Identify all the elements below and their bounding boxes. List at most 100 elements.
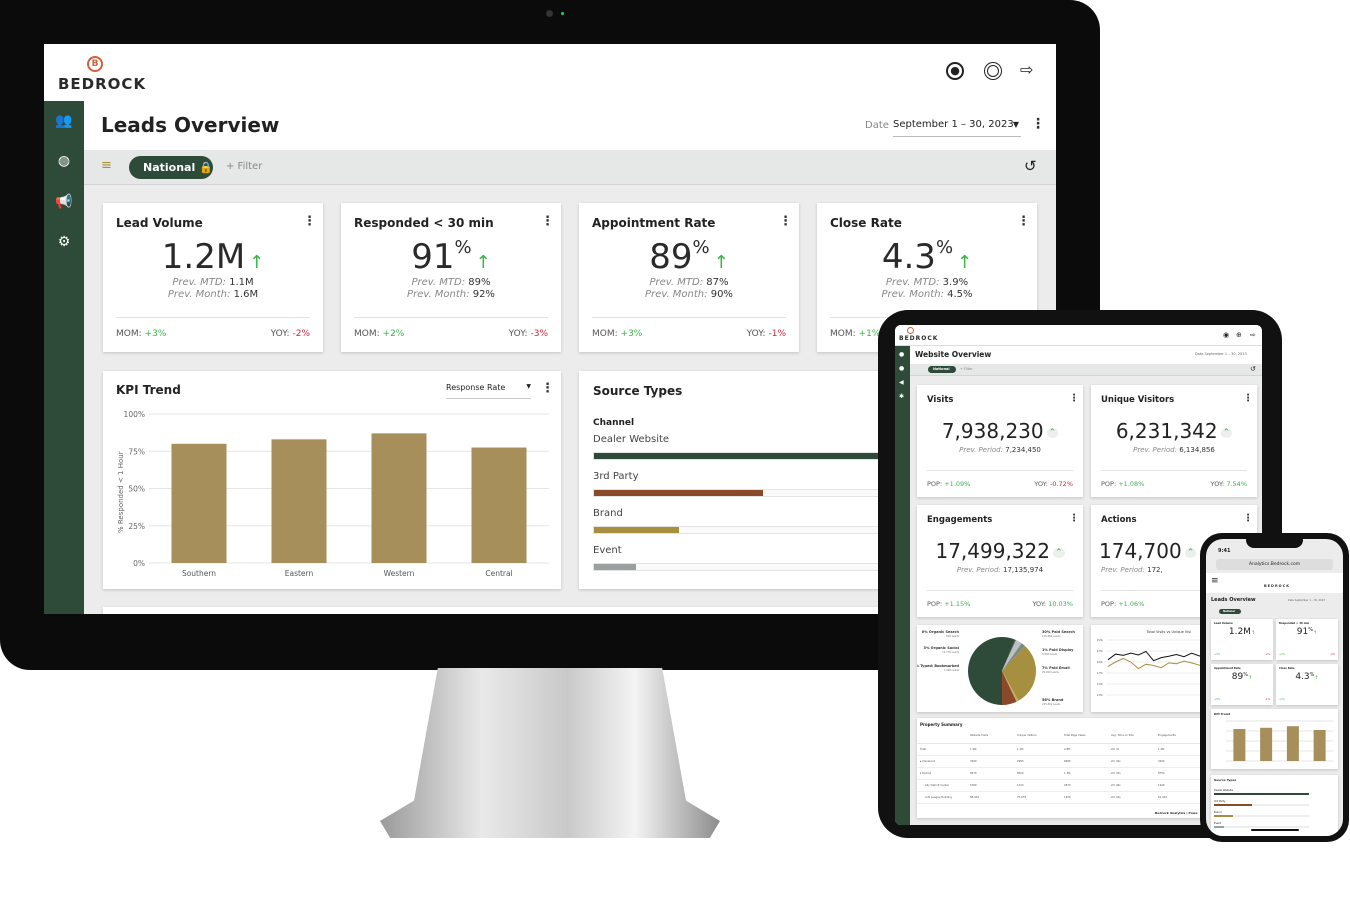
- table-cell: 75,678: [1017, 796, 1027, 799]
- gear-icon[interactable]: ✱: [899, 393, 905, 400]
- bar-central[interactable]: [1313, 730, 1326, 761]
- pie-slice[interactable]: [1002, 640, 1022, 671]
- filter-icon[interactable]: ≡: [101, 158, 112, 173]
- more-options-icon[interactable]: ⋮: [541, 381, 554, 396]
- brand-logo[interactable]: BEDROCK: [1264, 584, 1290, 588]
- kpi-trend-title: KPI Trend: [1214, 712, 1231, 716]
- add-filter-button[interactable]: + Filter: [226, 161, 263, 172]
- kpi-trend-title: KPI Trend: [116, 383, 181, 397]
- more-options-icon[interactable]: ⋮: [303, 214, 316, 229]
- more-options-icon[interactable]: ⋮: [1243, 513, 1253, 524]
- date-range-select[interactable]: Date September 1 – 30, 2023: [1288, 599, 1325, 602]
- divider: [116, 317, 310, 318]
- table-cell: Total: [920, 748, 927, 751]
- bar-eastern[interactable]: [1260, 727, 1273, 761]
- national-filter-chip[interactable]: National: [1219, 609, 1241, 614]
- date-value: September 1 – 30, 2023: [893, 119, 1014, 130]
- user-circle-icon[interactable]: ◉: [1223, 331, 1230, 339]
- brand-logo[interactable]: BEDROCK: [899, 335, 939, 342]
- bar-southern[interactable]: [171, 443, 227, 563]
- more-options-icon[interactable]: ⋮: [1069, 513, 1079, 524]
- sign-out-icon[interactable]: ⇨: [1250, 331, 1256, 339]
- pie-label: 1% Paid Display: [1042, 648, 1074, 652]
- more-options-icon[interactable]: ⋮: [541, 214, 554, 229]
- users-icon[interactable]: 👥: [55, 113, 73, 129]
- kpi-title: Responded < 30 min: [1279, 622, 1310, 625]
- pie-slice[interactable]: [1002, 645, 1036, 701]
- x-tick-label: Central: [485, 569, 512, 578]
- table-header-row: Website Visits Unique Visitors Total Page …: [917, 732, 1262, 744]
- bar-central[interactable]: [471, 447, 527, 563]
- date-range-select[interactable]: September 1 – 30, 2023 ▼: [893, 115, 1021, 137]
- reset-icon[interactable]: ↺: [1250, 365, 1256, 373]
- megaphone-icon[interactable]: 📢: [55, 194, 73, 210]
- table-row[interactable]: ▸ Cleveland 340K 298K 668K 2m 30s 325K: [917, 756, 1262, 768]
- pie-sublabel: 7,448 Leads: [944, 668, 960, 672]
- add-filter-button[interactable]: + Filter: [960, 367, 973, 371]
- caret-down-icon: ▼: [1012, 120, 1019, 129]
- national-filter-chip[interactable]: National: [928, 366, 956, 373]
- column-header[interactable]: Website Visits: [970, 734, 989, 737]
- lifebuoy-icon[interactable]: [984, 62, 1002, 80]
- table-row[interactable]: ▾ Detroit 857K 802K 1.3M 2m 35s 875K: [917, 768, 1262, 780]
- pie-slice[interactable]: [1002, 671, 1017, 705]
- url-bar[interactable]: Analytics.Bedrock.com: [1216, 559, 1333, 570]
- phone-header: ≡ BEDROCK: [1206, 573, 1343, 593]
- divider: [592, 317, 786, 318]
- source-label: 3rd Party: [1214, 800, 1226, 803]
- globe-icon[interactable]: ●: [899, 365, 905, 372]
- more-options-icon[interactable]: ⋮: [1031, 116, 1045, 132]
- sign-out-icon[interactable]: ⇨: [1020, 60, 1034, 79]
- column-header[interactable]: Unique Visitors: [1017, 734, 1037, 737]
- gear-icon[interactable]: ⚙: [57, 234, 71, 250]
- source-label: Brand: [1214, 811, 1222, 814]
- date-range-select[interactable]: Date September 1 – 30, 2023: [1195, 352, 1247, 356]
- prev-period: Prev. Period: 172,: [1101, 566, 1163, 574]
- column-header[interactable]: Avg. Time on Site: [1111, 734, 1134, 737]
- reset-icon[interactable]: ↺: [1024, 157, 1037, 175]
- bar-southern[interactable]: [1233, 729, 1246, 761]
- megaphone-icon[interactable]: ◀: [899, 379, 904, 386]
- metric-select[interactable]: Response Rate ▼: [446, 383, 531, 399]
- trend-up-icon: ↑: [1313, 630, 1318, 636]
- more-options-icon[interactable]: ⋮: [1243, 393, 1253, 404]
- bar-western[interactable]: [371, 433, 427, 563]
- tablet-header: BEDROCK ◉ ⊕ ⇨: [895, 325, 1262, 346]
- column-header[interactable]: Total Page Views: [1064, 734, 1086, 737]
- pie-slice[interactable]: [1002, 643, 1025, 671]
- prev-month: Prev. Month: 4.5%: [817, 289, 1037, 300]
- pie-slice[interactable]: [968, 637, 1016, 705]
- source-bar-track: [1214, 793, 1309, 795]
- more-options-icon[interactable]: ⋮: [1069, 393, 1079, 404]
- filter-bar: ≡ National 🔒 + Filter ↺: [84, 150, 1056, 185]
- kpi-unit: %: [1243, 672, 1248, 678]
- pie-slice[interactable]: [1002, 639, 1017, 671]
- prev-month-label: Prev. Month:: [407, 289, 470, 300]
- kpi-value: 174,700: [1099, 539, 1182, 563]
- property-summary-title[interactable]: Property Summary: [920, 722, 963, 727]
- column-header[interactable]: Engagements: [1158, 734, 1176, 737]
- user-circle-icon[interactable]: ●: [946, 62, 964, 80]
- globe-icon[interactable]: ◍: [57, 153, 71, 169]
- table-cell: Ally Detroit Center: [925, 784, 950, 787]
- footer-text: Bedrock Analytics | Powe: [1155, 811, 1198, 815]
- national-filter-chip[interactable]: National 🔒: [129, 156, 213, 179]
- kpi-value: 91: [1296, 627, 1309, 637]
- table-row[interactable]: Total 1.2M 1.1M 2.8M 2m 3s 1.2M: [917, 744, 1262, 756]
- table-row[interactable]: Arts League Building 88,432 75,678 120K 2m 3…: [917, 792, 1262, 804]
- prev-period-value: 17,135,974: [1003, 566, 1044, 574]
- more-options-icon[interactable]: ⋮: [779, 214, 792, 229]
- table-row[interactable]: Ally Detroit Center 158K 132K 287K 2m 46s 192…: [917, 780, 1262, 792]
- lifebuoy-icon[interactable]: ⊕: [1236, 331, 1242, 339]
- pie-slice[interactable]: [1002, 671, 1019, 702]
- users-icon[interactable]: ●: [899, 351, 905, 358]
- kpi-trend-card: KPI Trend Response Rate ▼ ⋮ 100% 75% 50% 25%…: [103, 371, 561, 589]
- yoy-stat: YOY: -0.72%: [1034, 480, 1073, 488]
- bar-western[interactable]: [1286, 726, 1299, 761]
- sidebar: ● ● ◀ ✱: [895, 346, 910, 825]
- bar-eastern[interactable]: [271, 439, 327, 563]
- hamburger-menu-icon[interactable]: ≡: [1211, 576, 1219, 586]
- kpi-card: Appointment Rate ⋮ 89%↑ Prev. MTD: 87% Prev.…: [579, 203, 799, 352]
- more-options-icon[interactable]: ⋮: [1017, 214, 1030, 229]
- brand-logo[interactable]: BEDROCK: [58, 75, 147, 93]
